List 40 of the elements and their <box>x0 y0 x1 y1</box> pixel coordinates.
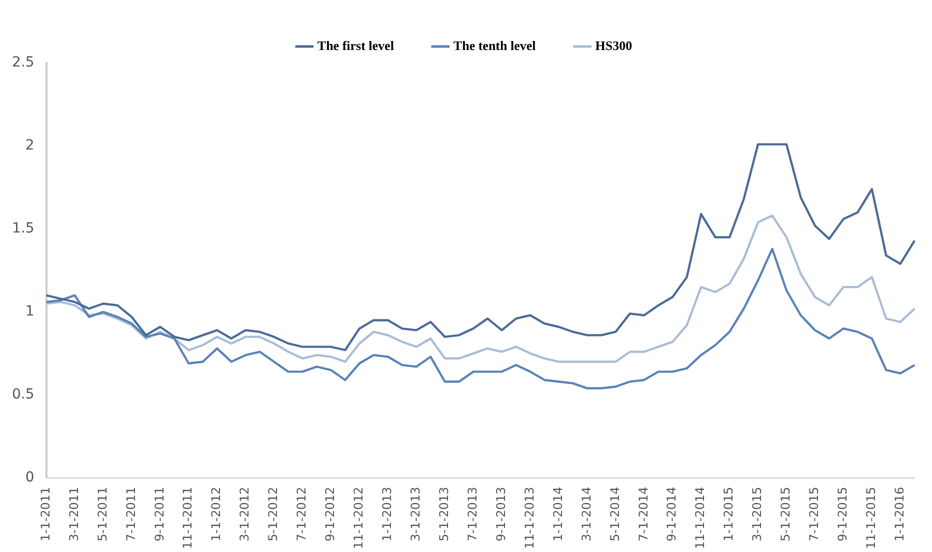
x-tick-label: 5-1-2015 <box>778 486 793 542</box>
x-tick-label: 1-1-2015 <box>722 486 736 542</box>
x-tick-label: 9-1-2014 <box>664 486 679 542</box>
x-tick-label: 5-1-2012 <box>266 486 280 542</box>
x-tick-label: 3-1-2012 <box>238 486 252 542</box>
x-tick-label: 1-1-2014 <box>550 486 565 542</box>
x-tick-label: 7-1-2015 <box>807 486 822 542</box>
x-tick-label: 11-1-2015 <box>864 486 878 550</box>
legend-label: HS300 <box>595 38 632 53</box>
y-tick-label: 1.5 <box>12 220 34 237</box>
y-tick-label: 0 <box>25 470 34 486</box>
x-tick-label: 9-1-2011 <box>152 486 166 542</box>
x-tick-label: 3-1-2013 <box>408 486 422 542</box>
x-tick-label: 11-1-2013 <box>522 486 536 550</box>
x-tick-label: 7-1-2011 <box>124 486 138 542</box>
y-tick-label: 2 <box>25 138 34 154</box>
x-tick-label: 1-1-2016 <box>892 486 906 542</box>
y-tick-label: 0.5 <box>12 386 34 403</box>
legend-label: The first level <box>317 38 394 53</box>
x-tick-label: 1-1-2011 <box>38 486 52 542</box>
y-tick-label: 1 <box>25 304 34 320</box>
x-tick-label: 7-1-2014 <box>636 486 650 542</box>
x-tick-label: 9-1-2013 <box>494 486 508 542</box>
x-tick-label: 9-1-2015 <box>836 486 850 542</box>
y-tick-label: 2.5 <box>12 54 34 71</box>
x-tick-label: 5-1-2013 <box>436 486 451 542</box>
x-tick-label: 11-1-2014 <box>693 486 708 550</box>
x-tick-label: 11-1-2012 <box>352 486 366 550</box>
x-tick-label: 1-1-2012 <box>209 486 224 542</box>
x-tick-label: 5-1-2011 <box>95 486 110 542</box>
x-tick-label: 7-1-2013 <box>465 486 480 542</box>
x-tick-label: 9-1-2012 <box>323 486 338 542</box>
x-tick-label: 7-1-2012 <box>294 486 309 542</box>
legend-label: The tenth level <box>453 38 536 53</box>
x-tick-label: 1-1-2013 <box>380 486 394 542</box>
x-tick-label: 3-1-2015 <box>750 486 764 542</box>
x-tick-label: 11-1-2011 <box>180 486 195 550</box>
x-tick-label: 5-1-2014 <box>608 486 622 542</box>
x-tick-label: 3-1-2014 <box>579 486 594 542</box>
x-tick-label: 3-1-2011 <box>66 486 81 542</box>
